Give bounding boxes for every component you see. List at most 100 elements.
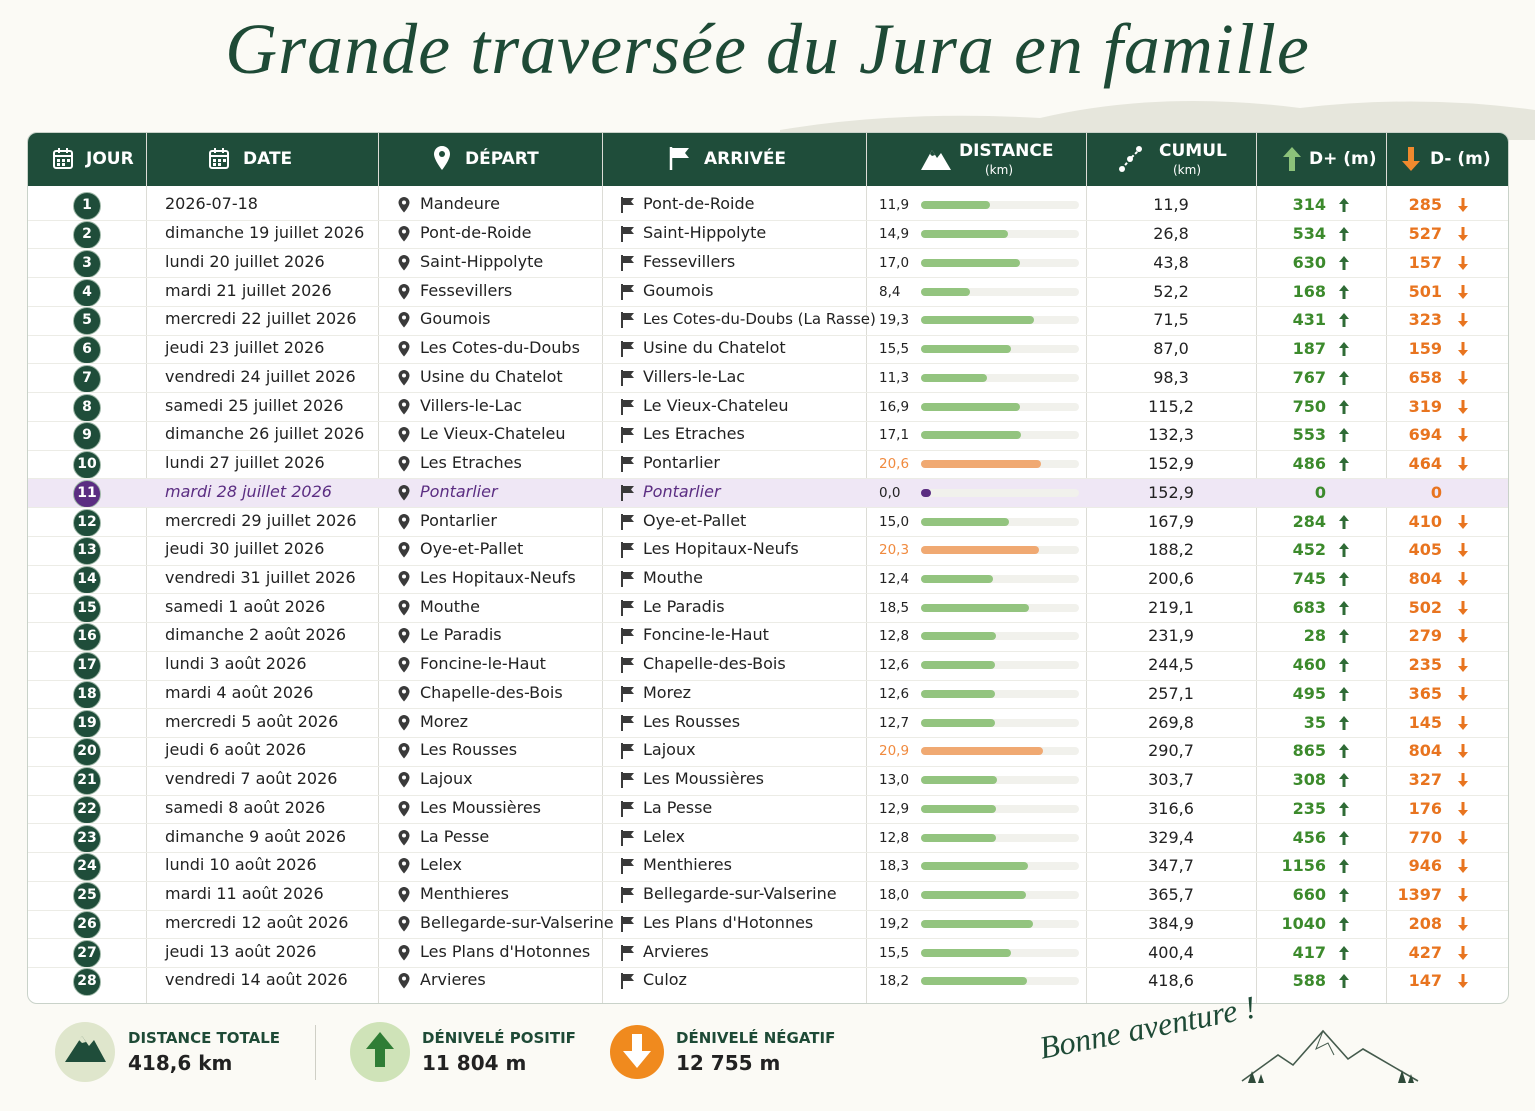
cumul: 11,9	[1153, 195, 1189, 215]
day-number: 17	[77, 657, 97, 674]
d-plus: 235	[1292, 798, 1326, 818]
day-number: 15	[77, 599, 97, 616]
cumul: 347,7	[1148, 856, 1194, 876]
arrivee: Oye-et-Pallet	[643, 510, 747, 530]
cumul: 257,1	[1148, 683, 1194, 703]
mountain-sketch	[1238, 1025, 1423, 1087]
day-number: 14	[77, 570, 97, 587]
day-number: 1	[82, 197, 92, 214]
d-plus: 417	[1292, 942, 1326, 962]
up-arrow	[1338, 370, 1350, 386]
depart: Pont-de-Roide	[420, 223, 532, 243]
day-number: 8	[82, 398, 92, 415]
flag-icon	[620, 311, 636, 329]
distance: 20,3	[879, 542, 910, 559]
distance-bar	[921, 488, 931, 497]
distance-track	[921, 661, 1079, 670]
table: JOUR DATE DÉPART ARRIVÉE DISTANCE (km) CUMUL (k…	[27, 132, 1509, 1004]
date: lundi 3 août 2026	[165, 654, 307, 674]
distance-bar	[921, 919, 1034, 928]
row-divider	[28, 909, 1508, 911]
up-arrow	[1338, 284, 1350, 300]
icon	[668, 145, 692, 171]
day-number: 13	[77, 542, 97, 559]
down-arrow	[1457, 657, 1469, 673]
day-badge	[73, 307, 101, 336]
date: samedi 8 août 2026	[165, 797, 326, 817]
cumul: 384,9	[1148, 913, 1194, 933]
down-arrow	[1457, 514, 1469, 530]
d-plus: 308	[1292, 770, 1326, 790]
distance-track	[921, 804, 1079, 813]
pin-icon	[397, 311, 411, 329]
distance-track	[921, 287, 1079, 296]
pin-icon	[397, 513, 411, 531]
depart: Le Paradis	[420, 625, 502, 645]
up-arrow	[1338, 743, 1350, 759]
date: mercredi 29 juillet 2026	[165, 510, 357, 530]
arrivee: Bellegarde-sur-Valserine	[643, 884, 837, 904]
pin-icon	[397, 196, 411, 214]
date: lundi 20 juillet 2026	[165, 251, 325, 271]
arrivee: Pontarlier	[643, 453, 720, 473]
arrivee: Les Etraches	[643, 424, 745, 444]
header-depart: DÉPART	[465, 149, 539, 169]
row-divider	[28, 737, 1508, 739]
row-divider	[28, 938, 1508, 940]
depart: Morez	[420, 711, 469, 731]
cumul: 167,9	[1148, 511, 1194, 531]
depart: Mouthe	[420, 596, 480, 616]
cumul: 52,2	[1153, 281, 1189, 301]
arrivee: Villers-le-Lac	[643, 366, 746, 386]
distance: 14,9	[879, 226, 910, 243]
pin-icon	[397, 656, 411, 674]
d-minus: 235	[1408, 655, 1442, 675]
day-badge	[73, 968, 101, 997]
distance: 12,8	[879, 628, 910, 645]
depart: Le Vieux-Chateleu	[420, 424, 566, 444]
depart: Les Hopitaux-Neufs	[420, 567, 576, 587]
flag-icon	[620, 829, 636, 847]
column-divider	[866, 133, 867, 1003]
d-plus: 495	[1292, 683, 1326, 703]
distance: 11,3	[879, 369, 910, 386]
day-number: 24	[77, 858, 97, 875]
flag-icon	[620, 369, 636, 387]
pin-icon	[397, 455, 411, 473]
date: mercredi 12 août 2026	[165, 912, 349, 932]
depart: Bellegarde-sur-Valserine	[420, 912, 614, 932]
distance-track	[921, 488, 1079, 497]
cumul: 26,8	[1153, 224, 1189, 244]
row-divider	[28, 507, 1508, 509]
header-d-plus: D+ (m)	[1309, 149, 1377, 169]
distance: 19,3	[879, 312, 910, 329]
up-arrow	[1338, 858, 1350, 874]
arrivee: Le Vieux-Chateleu	[643, 395, 789, 415]
d-minus: 365	[1408, 683, 1442, 703]
icon	[1400, 145, 1422, 173]
day-number: 7	[82, 369, 92, 386]
arrivee: Arvieres	[643, 941, 709, 961]
row-divider	[28, 363, 1508, 365]
depart: Chapelle-des-Bois	[420, 682, 563, 702]
d-plus: 0	[1314, 482, 1326, 502]
cumul: 231,9	[1148, 626, 1194, 646]
distance-track	[921, 632, 1079, 641]
depart: Menthieres	[420, 884, 509, 904]
row-divider	[28, 708, 1508, 710]
d-minus: 527	[1408, 224, 1442, 244]
row-divider	[28, 966, 1508, 968]
distance-track	[921, 201, 1079, 210]
d-minus: 285	[1408, 195, 1442, 215]
day-badge	[73, 537, 101, 566]
flag-icon	[620, 599, 636, 617]
d-minus: 804	[1408, 741, 1442, 761]
date: jeudi 6 août 2026	[165, 740, 307, 760]
day-number: 10	[77, 456, 97, 473]
flag-icon	[620, 886, 636, 904]
pin-icon	[397, 570, 411, 588]
day-number: 3	[82, 254, 92, 271]
arrivee: Goumois	[643, 280, 714, 300]
date: vendredi 31 juillet 2026	[165, 567, 356, 587]
title: Grande traversée du Jura en famille	[225, 9, 1310, 89]
